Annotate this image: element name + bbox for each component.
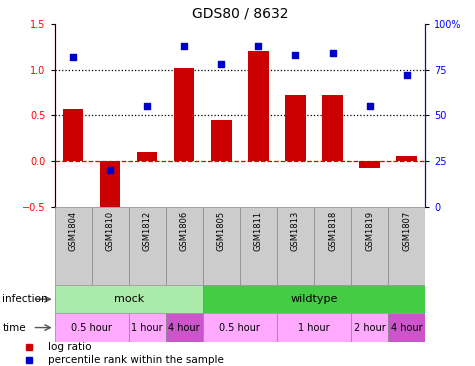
Point: [403, 72, 410, 78]
Point: [69, 54, 77, 60]
Bar: [166, 313, 203, 342]
Point: [292, 52, 299, 58]
Bar: [203, 207, 240, 285]
Bar: [129, 313, 166, 342]
Bar: [351, 207, 388, 285]
Text: GSM1805: GSM1805: [217, 211, 226, 251]
Bar: [55, 313, 129, 342]
Text: GSM1810: GSM1810: [106, 211, 114, 251]
Bar: [137, 152, 157, 161]
Text: GSM1818: GSM1818: [328, 211, 337, 251]
Point: [366, 103, 373, 109]
Bar: [203, 313, 277, 342]
Bar: [388, 207, 425, 285]
Text: GDS80 / 8632: GDS80 / 8632: [191, 6, 288, 20]
Text: GSM1807: GSM1807: [402, 211, 411, 251]
Bar: [248, 51, 268, 161]
Text: 1 hour: 1 hour: [132, 322, 163, 333]
Bar: [174, 68, 194, 161]
Bar: [360, 161, 380, 168]
Text: 2 hour: 2 hour: [354, 322, 385, 333]
Bar: [314, 207, 351, 285]
Text: infection: infection: [2, 294, 48, 304]
Text: GSM1819: GSM1819: [365, 211, 374, 251]
Bar: [277, 207, 314, 285]
Point: [218, 61, 225, 67]
Bar: [240, 207, 277, 285]
Bar: [285, 95, 305, 161]
Bar: [211, 120, 231, 161]
Bar: [100, 161, 120, 218]
Text: 1 hour: 1 hour: [298, 322, 330, 333]
Point: [106, 167, 114, 173]
Bar: [351, 313, 388, 342]
Text: percentile rank within the sample: percentile rank within the sample: [48, 355, 223, 365]
Bar: [92, 207, 129, 285]
Bar: [388, 313, 425, 342]
Point: [143, 103, 151, 109]
Text: 4 hour: 4 hour: [391, 322, 422, 333]
Text: mock: mock: [114, 294, 144, 304]
Bar: [55, 285, 203, 313]
Text: GSM1811: GSM1811: [254, 211, 263, 251]
Point: [180, 43, 188, 49]
Bar: [323, 95, 342, 161]
Text: GSM1804: GSM1804: [69, 211, 77, 251]
Text: log ratio: log ratio: [48, 342, 91, 352]
Bar: [55, 207, 92, 285]
Text: 0.5 hour: 0.5 hour: [219, 322, 260, 333]
Point: [329, 50, 336, 56]
Text: 4 hour: 4 hour: [169, 322, 200, 333]
Text: time: time: [2, 322, 26, 333]
Text: 0.5 hour: 0.5 hour: [71, 322, 112, 333]
Text: GSM1806: GSM1806: [180, 211, 189, 251]
Bar: [166, 207, 203, 285]
Text: wildtype: wildtype: [290, 294, 338, 304]
Text: GSM1813: GSM1813: [291, 211, 300, 251]
Bar: [397, 157, 417, 161]
Bar: [277, 313, 351, 342]
Bar: [63, 109, 83, 161]
Point: [255, 43, 262, 49]
Text: GSM1812: GSM1812: [143, 211, 152, 251]
Bar: [129, 207, 166, 285]
Bar: [203, 285, 425, 313]
